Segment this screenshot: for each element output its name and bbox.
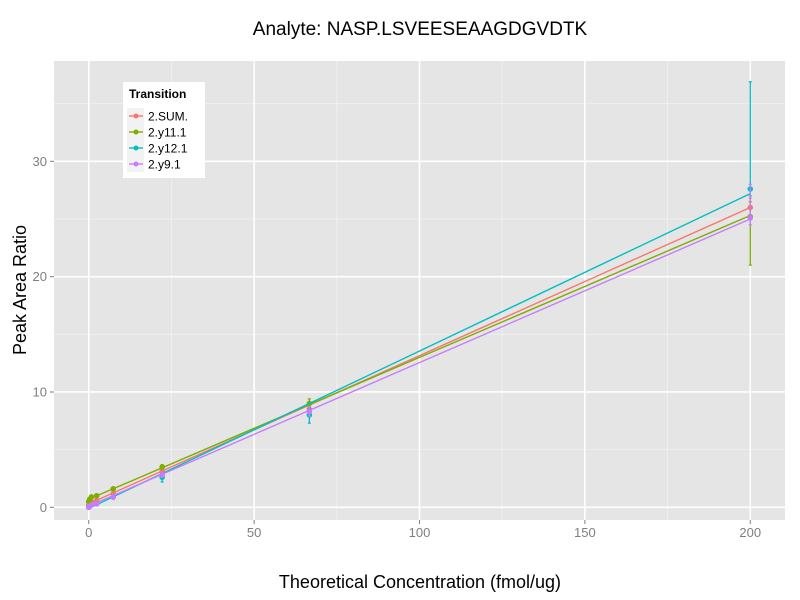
x-axis: 0 50 100 150 200 — [85, 520, 761, 540]
chart-title: Analyte: NASP.LSVEESEAAGDGVDTK — [253, 19, 588, 40]
legend-key-point — [133, 145, 139, 151]
series-2-y9-1 — [85, 183, 754, 511]
data-point — [88, 494, 95, 500]
major-gridlines — [54, 61, 785, 520]
data-point — [93, 492, 100, 499]
y-axis: 0 10 20 30 — [33, 154, 54, 515]
legend-entry: 2.y9.1 — [127, 156, 181, 172]
legend-label: 2.y11.1 — [148, 126, 187, 140]
y-axis-title: Peak Area Ratio — [10, 225, 30, 355]
legend-key-point — [133, 113, 139, 119]
y-tick-label: 30 — [33, 154, 47, 169]
data-point — [110, 486, 117, 492]
legend-title: Transition — [129, 87, 186, 101]
legend-key-point — [133, 129, 139, 135]
legend-label: 2.y9.1 — [148, 158, 181, 172]
y-tick-label: 0 — [40, 500, 47, 515]
legend-entry: 2.y11.1 — [127, 124, 187, 140]
y-tick-label: 20 — [33, 269, 47, 284]
data-point — [93, 501, 100, 507]
data-point — [747, 215, 754, 221]
fit-line — [88, 214, 751, 500]
legend-label: 2.y12.1 — [148, 142, 188, 156]
series-layer — [85, 81, 754, 511]
data-point — [159, 464, 165, 470]
x-tick-label: 0 — [85, 525, 92, 540]
fit-line — [88, 218, 751, 507]
legend-label: 2.SUM. — [148, 110, 188, 124]
x-tick-label: 100 — [409, 525, 431, 540]
fit-line — [88, 206, 751, 505]
legend-key-point — [133, 161, 139, 167]
data-point — [110, 494, 117, 500]
x-tick-label: 150 — [574, 525, 596, 540]
fit-line — [88, 192, 751, 510]
legend: Transition 2.SUM. 2.y11.1 2.y12.1 2.y9.1 — [123, 82, 205, 178]
legend-entry: 2.SUM. — [127, 108, 188, 124]
data-point — [306, 408, 313, 415]
x-axis-title: Theoretical Concentration (fmol/ug) — [279, 572, 561, 592]
data-point — [159, 472, 165, 478]
x-tick-label: 200 — [739, 525, 761, 540]
y-tick-label: 10 — [33, 384, 47, 399]
legend-entry: 2.y12.1 — [127, 140, 188, 156]
data-point — [88, 502, 95, 508]
x-tick-label: 50 — [247, 525, 261, 540]
